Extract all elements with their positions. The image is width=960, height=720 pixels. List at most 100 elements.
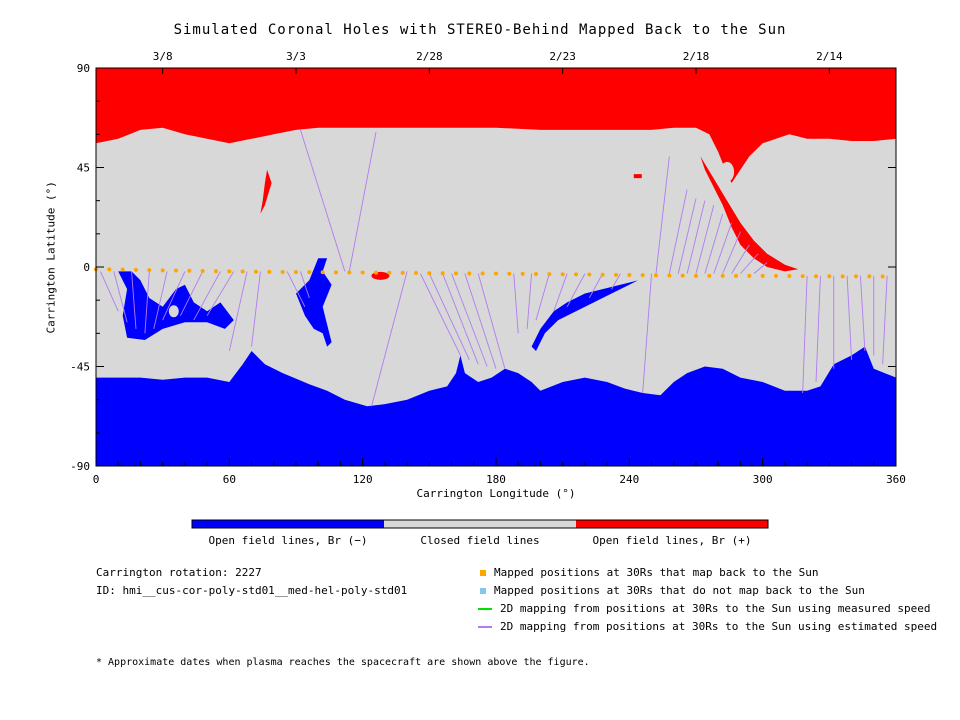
mapped-point-14 [280,269,285,274]
mapped-point-28 [467,271,472,276]
x-tick-label-360: 360 [886,473,906,486]
model-id: ID: hmi__cus-cor-poly-std01__med-hel-pol… [96,584,408,597]
mapped-point-3 [134,267,138,272]
mapping-line-estimated-6 [180,271,204,316]
legend-item-0: Mapped positions at 30Rs that map back t… [478,566,819,579]
mapping-line-estimated-42 [815,275,821,382]
mapped-point-53 [800,274,805,279]
mapped-point-36 [574,272,578,277]
legend-swatch-3 [478,626,492,628]
legend-swatch-2 [478,608,492,610]
north-polar-coronal-hole [96,68,896,183]
mapping-line-estimated-30 [655,156,670,274]
mapping-line-estimated-5 [162,271,186,321]
legend-item-2: 2D mapping from positions at 30Rs to the… [478,602,930,615]
legend-swatch-1 [480,588,486,594]
legend-item-3: 2D mapping from positions at 30Rs to the… [478,620,937,633]
mapping-line-estimated-41 [802,275,808,394]
chart-title: Simulated Coronal Holes with STEREO-Behi… [173,22,787,38]
legend-item-1: Mapped positions at 30Rs that do not map… [478,584,865,597]
mapping-line-estimated-9 [228,271,248,352]
date-label-3: 2/23 [549,50,576,63]
colorbar-label-1: Closed field lines [420,534,540,547]
legend-label-3: 2D mapping from positions at 30Rs to the… [500,620,938,633]
closed-island-west [168,305,179,318]
x-tick-label-60: 60 [223,473,236,486]
mapping-line-estimated-28 [611,273,621,290]
mapping-line-estimated-17 [428,273,470,361]
legend-label-0: Mapped positions at 30Rs that map back t… [494,566,819,579]
mapping-line-estimated-24 [535,273,550,321]
mapping-line-estimated-15 [371,271,408,407]
mapping-line-estimated-4 [153,271,168,330]
mapped-point-1 [107,267,112,272]
mapping-line-estimated-44 [846,275,853,360]
mapped-point-21 [374,270,378,275]
mapped-point-33 [534,272,538,277]
legend-swatch-0 [480,570,486,576]
mapping-line-estimated-16 [420,273,461,356]
mapped-point-23 [400,270,405,275]
mapped-point-43 [667,273,672,278]
mapping-line-estimated-25 [553,273,568,312]
mapping-line-estimated-36 [713,222,732,274]
date-label-1: 3/3 [286,50,306,63]
mapped-point-54 [814,274,818,279]
mapped-point-10 [227,269,232,274]
mapping-line-estimated-2 [131,271,137,329]
mapping-line-estimated-7 [193,271,221,321]
x-tick-label-300: 300 [753,473,773,486]
mapped-point-5 [160,268,165,273]
mapping-line-estimated-1 [113,271,128,323]
mapping-line-estimated-45 [859,275,866,352]
mapped-point-48 [734,273,738,278]
footnote: * Approximate dates when plasma reaches … [96,657,590,668]
coronal-hole-extension [700,156,799,272]
mapped-point-18 [334,270,338,275]
y-tick-label-2: 0 [83,261,90,274]
mapped-point-51 [774,273,778,278]
colorbar-segment-0 [192,520,384,528]
legend-label-1: Mapped positions at 30Rs that do not map… [494,584,865,597]
mapped-point-46 [707,273,712,278]
mapped-point-35 [560,272,565,277]
mapping-line-estimated-40 [753,262,768,274]
y-axis-label: Carrington Latitude (°) [44,181,58,334]
mapped-point-34 [547,272,552,277]
mapped-point-17 [320,270,325,275]
low-latitude-coronal-hole-mid [296,258,332,347]
mapped-point-32 [520,271,525,276]
south-polar-coronal-hole [96,346,896,466]
carrington-rotation: Carrington rotation: 2227 [96,566,262,579]
date-label-0: 3/8 [153,50,173,63]
mapped-point-9 [214,269,218,274]
mapped-point-8 [200,268,205,273]
mapped-point-2 [120,267,125,272]
x-tick-label-0: 0 [93,473,100,486]
small-coronal-hole-east [633,174,642,179]
mapped-point-50 [760,273,765,278]
mapped-point-13 [267,269,272,274]
mapping-line-estimated-29 [642,273,653,394]
mapping-line-estimated-14 [348,132,377,272]
mapping-line-estimated-8 [206,271,235,316]
mapping-line-estimated-26 [566,273,586,308]
mapped-point-11 [240,269,245,274]
mapped-point-12 [254,269,258,274]
mapped-point-38 [600,272,605,277]
mapped-point-58 [867,274,872,279]
mapped-point-7 [187,268,192,273]
mapping-line-estimated-12 [300,271,310,299]
mapped-point-29 [480,271,485,276]
mapping-line-estimated-13 [300,129,346,272]
mapped-point-30 [494,271,498,276]
mapped-point-16 [307,270,312,275]
colorbar-segment-2 [576,520,768,528]
low-latitude-coronal-hole-east [531,280,639,351]
mapped-point-39 [614,272,618,277]
mapping-line-estimated-21 [477,273,506,369]
colorbar-segment-1 [384,520,576,528]
mapped-point-26 [440,271,445,276]
low-latitude-coronal-hole-west [118,271,234,340]
mapped-point-49 [747,273,752,278]
